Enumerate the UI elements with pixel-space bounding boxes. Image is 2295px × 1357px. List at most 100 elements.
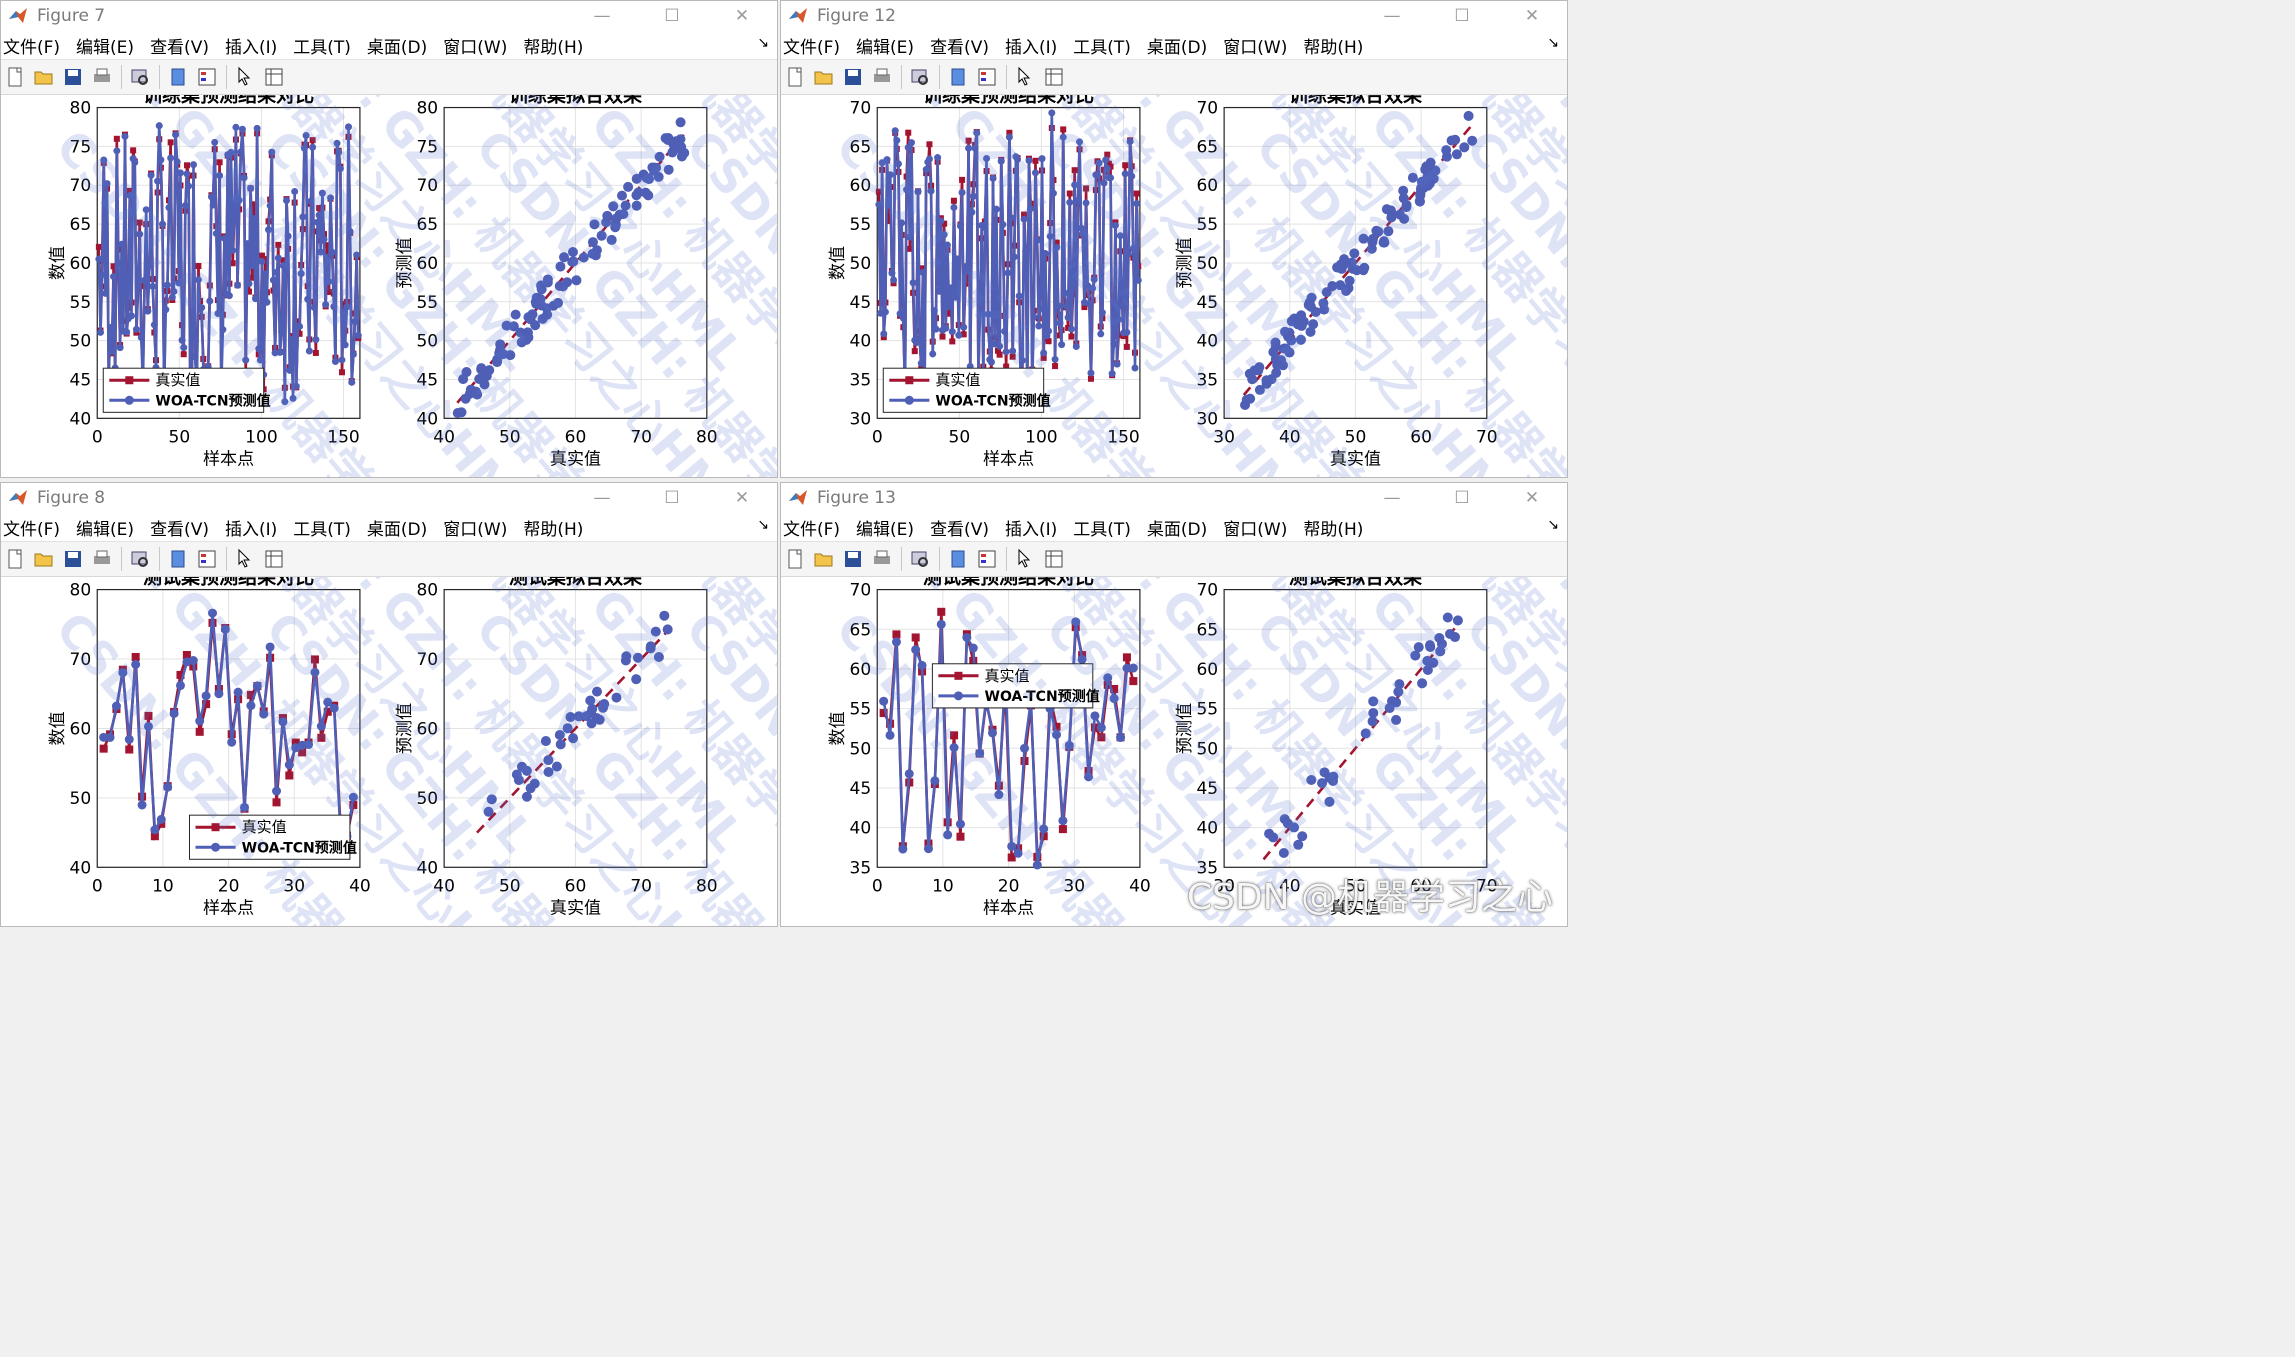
menu-item[interactable]: 插入(I): [224, 37, 278, 58]
new-figure-icon[interactable]: [783, 547, 807, 571]
figure-window-8[interactable]: Figure 8 — ☐ ✕ 文件(F) 编辑(E) 查看(V) 插入(I) 工具(T) 桌面(D…: [0, 482, 778, 927]
menu-item[interactable]: 文件(F): [783, 37, 841, 58]
save-icon[interactable]: [841, 65, 865, 89]
figure-canvas[interactable]: 0 50 100 150 40 45 50 55 60 65 70 75 80 训练集预测结果对比 样本点 数…: [1, 95, 777, 477]
figure-canvas[interactable]: 0 10 20 30 40 40 50 60 70 80 测试集预测结果对比 样本点 数值 真实值 WOA-…: [1, 577, 777, 926]
menu-item[interactable]: 帮助(H): [523, 519, 584, 540]
menu-item[interactable]: 帮助(H): [523, 37, 584, 58]
menu-item[interactable]: 查看(V): [150, 519, 209, 540]
menu-item[interactable]: 插入(I): [224, 519, 278, 540]
close-icon[interactable]: ✕: [1524, 6, 1540, 26]
close-icon[interactable]: ✕: [1524, 488, 1540, 508]
legend[interactable]: 真实值 WOA-TCN预测值: [931, 663, 1100, 709]
print-preview-icon[interactable]: [908, 65, 932, 89]
menu-item[interactable]: 查看(V): [150, 37, 209, 58]
menu-item[interactable]: 桌面(D): [366, 519, 428, 540]
dock-arrow-icon[interactable]: ↘: [1547, 35, 1559, 51]
property-inspector-icon[interactable]: [1042, 65, 1066, 89]
title-bar[interactable]: Figure 13 — ☐ ✕: [781, 483, 1567, 513]
menu-item[interactable]: 帮助(H): [1303, 37, 1364, 58]
menu-item[interactable]: 桌面(D): [1146, 519, 1208, 540]
menu-item[interactable]: 文件(F): [783, 519, 841, 540]
dock-figure-icon[interactable]: [946, 65, 970, 89]
minimize-icon[interactable]: —: [1383, 488, 1401, 508]
menu-item[interactable]: 窗口(W): [1223, 37, 1288, 58]
menu-item[interactable]: 工具(T): [293, 37, 351, 58]
legend[interactable]: 真实值 WOA-TCN预测值: [882, 367, 1051, 413]
menu-item[interactable]: 编辑(E): [76, 37, 135, 58]
menu-item[interactable]: 桌面(D): [366, 37, 428, 58]
menu-item[interactable]: 窗口(W): [443, 37, 508, 58]
print-icon[interactable]: [90, 65, 114, 89]
print-icon[interactable]: [90, 547, 114, 571]
close-icon[interactable]: ✕: [734, 6, 750, 26]
menu-item[interactable]: 窗口(W): [1223, 519, 1288, 540]
menu-item[interactable]: 查看(V): [930, 519, 989, 540]
print-preview-icon[interactable]: [128, 547, 152, 571]
print-icon[interactable]: [870, 547, 894, 571]
dock-figure-icon[interactable]: [166, 65, 190, 89]
minimize-icon[interactable]: —: [593, 488, 611, 508]
edit-plot-icon[interactable]: [233, 547, 257, 571]
edit-plot-icon[interactable]: [1013, 65, 1037, 89]
menu-item[interactable]: 查看(V): [930, 37, 989, 58]
menu-item[interactable]: 文件(F): [3, 37, 61, 58]
figure-canvas[interactable]: 0 50 100 150 30 35 40 45 50 55 60 65 70 训练集预测结果对比 样本点 数…: [781, 95, 1567, 477]
insert-legend-icon[interactable]: [975, 547, 999, 571]
property-inspector-icon[interactable]: [1042, 547, 1066, 571]
open-file-icon[interactable]: [32, 547, 56, 571]
menu-item[interactable]: 编辑(E): [856, 37, 915, 58]
menu-item[interactable]: 工具(T): [1073, 37, 1131, 58]
open-file-icon[interactable]: [812, 65, 836, 89]
menu-item[interactable]: 工具(T): [1073, 519, 1131, 540]
maximize-icon[interactable]: ☐: [1454, 6, 1470, 26]
open-file-icon[interactable]: [32, 65, 56, 89]
figure-window-7[interactable]: Figure 7 — ☐ ✕ 文件(F) 编辑(E) 查看(V) 插入(I) 工具(T) 桌面(D…: [0, 0, 778, 478]
print-icon[interactable]: [870, 65, 894, 89]
menu-item[interactable]: 编辑(E): [856, 519, 915, 540]
menu-item[interactable]: 文件(F): [3, 519, 61, 540]
title-bar[interactable]: Figure 8 — ☐ ✕: [1, 483, 777, 513]
print-preview-icon[interactable]: [128, 65, 152, 89]
print-preview-icon[interactable]: [908, 547, 932, 571]
new-figure-icon[interactable]: [783, 65, 807, 89]
menu-item[interactable]: 插入(I): [1004, 519, 1058, 540]
title-bar[interactable]: Figure 7 — ☐ ✕: [1, 1, 777, 31]
figure-window-12[interactable]: Figure 12 — ☐ ✕ 文件(F) 编辑(E) 查看(V) 插入(I) 工具(T) 桌面(…: [780, 0, 1568, 478]
maximize-icon[interactable]: ☐: [664, 6, 680, 26]
insert-legend-icon[interactable]: [195, 547, 219, 571]
maximize-icon[interactable]: ☐: [1454, 488, 1470, 508]
new-figure-icon[interactable]: [3, 547, 27, 571]
open-file-icon[interactable]: [812, 547, 836, 571]
minimize-icon[interactable]: —: [593, 6, 611, 26]
menu-item[interactable]: 插入(I): [1004, 37, 1058, 58]
save-icon[interactable]: [61, 65, 85, 89]
property-inspector-icon[interactable]: [262, 65, 286, 89]
title-bar[interactable]: Figure 12 — ☐ ✕: [781, 1, 1567, 31]
close-icon[interactable]: ✕: [734, 488, 750, 508]
edit-plot-icon[interactable]: [1013, 547, 1037, 571]
menu-item[interactable]: 桌面(D): [1146, 37, 1208, 58]
figure-window-13[interactable]: Figure 13 — ☐ ✕ 文件(F) 编辑(E) 查看(V) 插入(I) 工具(T) 桌面(…: [780, 482, 1568, 927]
legend[interactable]: 真实值 WOA-TCN预测值: [188, 814, 357, 860]
dock-arrow-icon[interactable]: ↘: [1547, 517, 1559, 533]
property-inspector-icon[interactable]: [262, 547, 286, 571]
menu-item[interactable]: 编辑(E): [76, 519, 135, 540]
menu-item[interactable]: 工具(T): [293, 519, 351, 540]
dock-arrow-icon[interactable]: ↘: [757, 517, 769, 533]
save-icon[interactable]: [61, 547, 85, 571]
insert-legend-icon[interactable]: [195, 65, 219, 89]
dock-figure-icon[interactable]: [166, 547, 190, 571]
dock-arrow-icon[interactable]: ↘: [757, 35, 769, 51]
insert-legend-icon[interactable]: [975, 65, 999, 89]
figure-canvas[interactable]: 0 10 20 30 40 35 40 45 50 55 60 65 70 测试集预测结果对比 样本点 数值真…: [781, 577, 1567, 926]
dock-figure-icon[interactable]: [946, 547, 970, 571]
minimize-icon[interactable]: —: [1383, 6, 1401, 26]
maximize-icon[interactable]: ☐: [664, 488, 680, 508]
save-icon[interactable]: [841, 547, 865, 571]
edit-plot-icon[interactable]: [233, 65, 257, 89]
menu-item[interactable]: 窗口(W): [443, 519, 508, 540]
new-figure-icon[interactable]: [3, 65, 27, 89]
legend[interactable]: 真实值 WOA-TCN预测值: [102, 367, 271, 413]
menu-item[interactable]: 帮助(H): [1303, 519, 1364, 540]
